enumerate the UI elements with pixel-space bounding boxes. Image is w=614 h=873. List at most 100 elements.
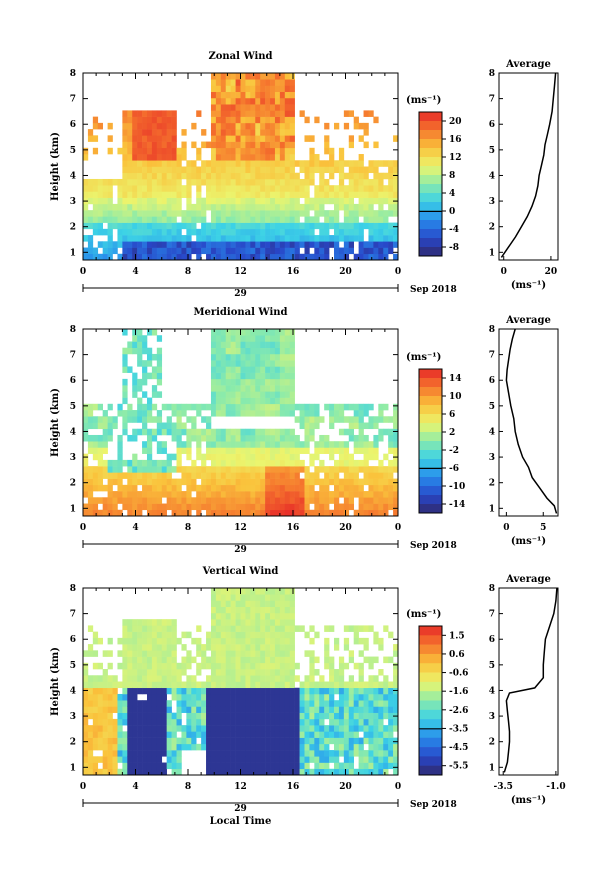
heatmap-cell xyxy=(206,756,212,763)
heatmap-cell xyxy=(151,210,158,217)
heatmap-cell xyxy=(151,459,158,467)
heatmap-cell xyxy=(122,216,128,223)
colorbar-tick-label: 2 xyxy=(449,428,455,438)
heatmap-cell xyxy=(383,625,389,632)
heatmap-cell xyxy=(373,222,379,230)
heatmap-cell xyxy=(132,650,138,657)
heatmap-cell xyxy=(383,453,389,461)
y-tick-label: 2 xyxy=(70,223,76,233)
heatmap-cell xyxy=(368,216,374,223)
heatmap-cell xyxy=(186,222,192,230)
heatmap-cell xyxy=(112,731,118,738)
heatmap-cell xyxy=(279,675,286,682)
heatmap-cell xyxy=(289,656,295,664)
heatmap-cell xyxy=(299,185,305,192)
heatmap-cell xyxy=(235,588,241,595)
heatmap-cell xyxy=(196,241,202,248)
heatmap-cell xyxy=(260,154,266,161)
heatmap-cell xyxy=(146,116,153,124)
heatmap-cell xyxy=(156,656,163,664)
heatmap-cell xyxy=(284,737,291,745)
heatmap-cell xyxy=(230,154,236,161)
heatmap-cell xyxy=(334,706,340,713)
heatmap-cell xyxy=(289,681,295,689)
heatmap-cell xyxy=(245,484,251,492)
heatmap-cell xyxy=(156,410,163,417)
heatmap-cell xyxy=(151,403,158,411)
heatmap-cell xyxy=(284,588,291,595)
heatmap-cell xyxy=(235,73,241,80)
heatmap-cell xyxy=(210,241,217,248)
heatmap-cell xyxy=(378,247,384,255)
heatmap-cell xyxy=(270,644,276,651)
heatmap-cell xyxy=(122,743,128,751)
heatmap-cell xyxy=(225,147,231,155)
heatmap-cell xyxy=(97,403,103,411)
heatmap-cell xyxy=(255,491,261,498)
heatmap-cell xyxy=(363,241,369,248)
heatmap-cell xyxy=(279,185,286,192)
heatmap-cell xyxy=(353,222,359,230)
heatmap-cell xyxy=(215,110,222,117)
heatmap-cell xyxy=(393,135,399,142)
heatmap-cell xyxy=(358,172,364,180)
heatmap-cell xyxy=(260,97,266,105)
heatmap-cell xyxy=(181,166,187,174)
heatmap-cell xyxy=(230,466,236,473)
heatmap-cell xyxy=(102,497,108,504)
heatmap-cell xyxy=(225,459,231,467)
heatmap-cell xyxy=(255,410,261,417)
heatmap-cell xyxy=(368,253,374,261)
heatmap-cell xyxy=(358,422,364,430)
heatmap-cell xyxy=(274,693,281,701)
heatmap-cell xyxy=(83,706,89,713)
heatmap-cell xyxy=(245,135,251,142)
heatmap-cell xyxy=(338,428,345,436)
heatmap-cell xyxy=(127,497,133,504)
heatmap-cell xyxy=(117,491,123,498)
heatmap-cell xyxy=(393,675,399,682)
heatmap-cell xyxy=(142,253,148,261)
x-tick-label: 16 xyxy=(287,267,300,277)
heatmap-cell xyxy=(186,503,192,511)
heatmap-cell xyxy=(270,160,276,167)
heatmap-cell xyxy=(171,166,177,174)
heatmap-cell xyxy=(250,434,256,442)
heatmap-cell xyxy=(334,687,340,695)
heatmap-cell xyxy=(107,478,113,486)
heatmap-cell xyxy=(245,731,251,738)
heatmap-cell xyxy=(206,509,212,517)
heatmap-cell xyxy=(127,718,133,726)
heatmap-cell xyxy=(161,718,167,726)
heatmap-cell xyxy=(378,241,384,248)
heatmap-cell xyxy=(255,472,261,479)
heatmap-cell xyxy=(245,372,251,380)
heatmap-cell xyxy=(338,154,345,161)
heatmap-cell xyxy=(270,353,276,361)
heatmap-cell xyxy=(171,403,177,411)
heatmap-cell xyxy=(122,503,128,511)
heatmap-cell xyxy=(270,731,276,738)
heatmap-cell xyxy=(230,588,236,595)
heatmap-cell xyxy=(270,241,276,248)
heatmap-cell xyxy=(132,497,138,504)
heatmap-cell xyxy=(314,253,320,261)
heatmap-cell xyxy=(240,116,246,124)
heatmap-cell xyxy=(215,637,222,645)
heatmap-cell xyxy=(299,235,305,242)
heatmap-cell xyxy=(132,235,138,242)
heatmap-cell xyxy=(122,737,128,745)
heatmap-cell xyxy=(166,191,172,198)
heatmap-cell xyxy=(383,403,389,411)
heatmap-cell xyxy=(83,216,89,223)
heatmap-cell xyxy=(358,203,364,211)
heatmap-cell xyxy=(215,606,222,614)
heatmap-cell xyxy=(107,712,113,720)
heatmap-cell xyxy=(260,110,266,117)
heatmap-cell xyxy=(338,712,345,720)
heatmap-cell xyxy=(260,693,266,701)
heatmap-cell xyxy=(274,410,281,417)
heatmap-cell xyxy=(334,718,340,726)
heatmap-cell xyxy=(373,253,379,261)
heatmap-cell xyxy=(235,743,241,751)
